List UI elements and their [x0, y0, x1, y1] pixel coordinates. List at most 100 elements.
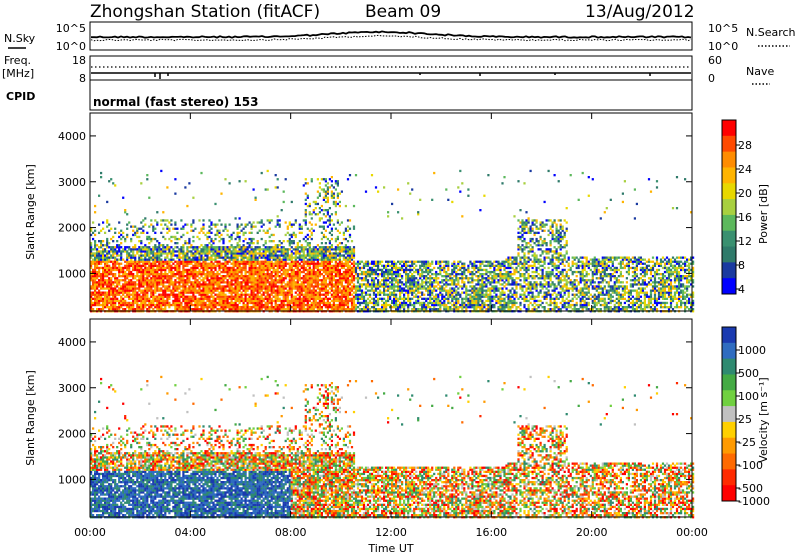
power-cell — [282, 254, 285, 257]
power-cell — [294, 283, 297, 286]
power-cell — [304, 256, 307, 259]
power-cell — [94, 246, 97, 249]
power-cell — [308, 291, 311, 294]
power-cell — [260, 237, 263, 241]
power-cell — [399, 266, 402, 270]
power-cell — [194, 264, 197, 267]
power-cell — [334, 303, 337, 307]
power-cell — [106, 303, 109, 307]
power-cell — [268, 254, 271, 257]
power-cell — [160, 248, 163, 251]
power-cell — [198, 283, 201, 286]
power-cell — [403, 297, 406, 300]
power-cell — [102, 273, 105, 276]
power-cell — [264, 231, 267, 234]
power-cell — [258, 301, 261, 305]
power-cell — [260, 295, 263, 298]
power-cell — [278, 291, 281, 294]
power-cell — [136, 250, 139, 253]
power-cell — [226, 297, 229, 300]
power-cell — [230, 273, 233, 276]
power-cell — [338, 283, 341, 286]
power-cell — [314, 250, 317, 253]
power-cell — [120, 275, 123, 278]
power-cell — [248, 301, 251, 305]
power-cell — [120, 301, 123, 305]
power-cell — [276, 254, 279, 257]
power-cell — [314, 297, 317, 300]
power-cell — [272, 295, 275, 298]
power-cell — [425, 277, 428, 280]
power-cell — [198, 291, 201, 294]
power-cell — [256, 295, 259, 298]
power-cell — [164, 260, 167, 263]
power-cell — [250, 231, 253, 234]
power-cell — [214, 281, 217, 284]
power-cell — [202, 285, 205, 288]
power-cell — [304, 268, 307, 272]
power-cell — [120, 242, 123, 245]
power-cell — [216, 285, 219, 288]
power-cell — [342, 308, 345, 311]
power-cell — [399, 306, 402, 309]
power-cell — [268, 260, 271, 263]
power-cell — [306, 289, 309, 292]
power-cell — [148, 281, 151, 284]
power-cell — [216, 277, 219, 280]
power-cell — [393, 270, 396, 274]
power-cell — [134, 258, 137, 261]
power-cell — [232, 275, 235, 278]
power-cell — [264, 285, 267, 288]
power-cell — [326, 250, 329, 253]
power-cell — [202, 246, 205, 249]
power-cell — [116, 252, 119, 255]
power-cell — [387, 287, 390, 290]
power-cell — [344, 279, 347, 282]
power-cell — [391, 262, 394, 265]
power-cell — [194, 260, 197, 263]
power-cell — [206, 283, 209, 286]
power-cell — [174, 303, 177, 307]
power-cell — [264, 287, 267, 290]
power-cell — [98, 301, 101, 305]
power-cell — [274, 281, 277, 284]
power-cell — [403, 283, 406, 286]
power-cell — [134, 264, 137, 267]
power-cell — [136, 273, 139, 276]
power-cell — [208, 242, 211, 245]
power-cell — [326, 291, 329, 294]
power-cell — [196, 291, 199, 294]
power-cell — [138, 250, 141, 253]
power-cell — [106, 291, 109, 294]
power-cell — [176, 303, 179, 307]
power-cell — [156, 275, 159, 278]
power-cell — [346, 279, 350, 282]
power-cell — [184, 258, 187, 261]
power-cell — [256, 277, 259, 280]
power-cell — [292, 295, 295, 298]
power-cell — [374, 268, 378, 272]
power-cell — [192, 246, 195, 249]
power-cell — [370, 287, 374, 290]
power-cell — [252, 250, 255, 253]
power-cell — [162, 266, 165, 270]
power-cell — [144, 217, 147, 220]
power-cell — [344, 291, 347, 294]
power-cell — [124, 260, 127, 263]
power-cell — [330, 303, 333, 307]
power-cell — [170, 270, 173, 274]
power-cell — [194, 277, 197, 280]
power-cell — [160, 266, 163, 270]
power-cell — [354, 293, 358, 296]
power-cell — [186, 299, 189, 303]
power-cell — [114, 287, 117, 290]
power-cell — [166, 227, 169, 230]
power-cell — [405, 260, 408, 263]
power-cell — [90, 256, 93, 259]
power-cell — [114, 301, 117, 305]
power-cell — [266, 303, 269, 307]
power-cell — [270, 273, 273, 276]
power-cell — [296, 289, 299, 292]
power-cell — [391, 260, 394, 263]
power-cell — [236, 295, 239, 298]
